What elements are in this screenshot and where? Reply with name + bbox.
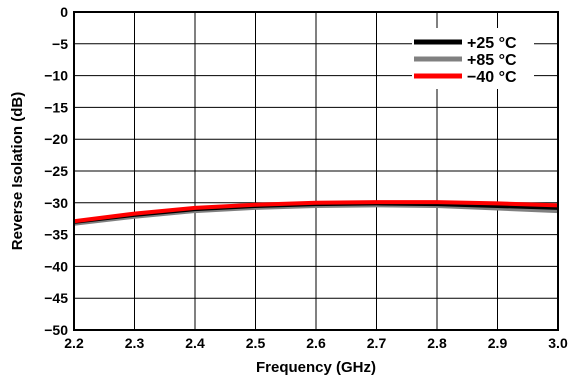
y-tick-label: −35	[44, 227, 68, 243]
y-tick-label: −50	[44, 322, 68, 338]
x-tick-label: 2.6	[306, 335, 326, 351]
y-tick-label: −10	[44, 68, 68, 84]
series-group	[73, 200, 559, 226]
x-tick-label: 2.5	[246, 335, 266, 351]
series-line	[73, 200, 559, 224]
y-tick-label: −40	[44, 258, 68, 274]
y-tick-label: −5	[52, 36, 68, 52]
plot-frame	[73, 11, 559, 331]
legend: +25 °C+85 °C−40 °C	[412, 28, 534, 89]
y-tick-label: 0	[60, 4, 68, 20]
x-tick-label: 2.3	[125, 335, 145, 351]
x-axis-label: Frequency (GHz)	[256, 359, 376, 376]
y-tick-label: −20	[44, 131, 68, 147]
legend-label: +85 °C	[467, 52, 517, 69]
y-tick-label: −45	[44, 290, 68, 306]
x-tick-label: 2.8	[427, 335, 447, 351]
y-tick-label: −30	[44, 195, 68, 211]
x-tick-labels: 2.2 2.3 2.4 2.5 2.6 2.7 2.8 2.9 3.0	[64, 335, 568, 351]
x-tick-label: 3.0	[548, 335, 568, 351]
y-axis-label: Reverse Isolation (dB)	[9, 92, 26, 250]
x-tick-label: 2.2	[64, 335, 84, 351]
y-tick-label: −15	[44, 99, 68, 115]
y-tick-label: −25	[44, 163, 68, 179]
x-tick-label: 2.9	[488, 335, 508, 351]
x-tick-label: 2.4	[185, 335, 205, 351]
y-tick-labels: 0 −5 −10 −15 −20 −25 −30 −35 −40 −45 −50	[44, 4, 68, 338]
x-tick-label: 2.7	[367, 335, 387, 351]
legend-label: −40 °C	[467, 69, 517, 86]
legend-label: +25 °C	[467, 35, 517, 52]
